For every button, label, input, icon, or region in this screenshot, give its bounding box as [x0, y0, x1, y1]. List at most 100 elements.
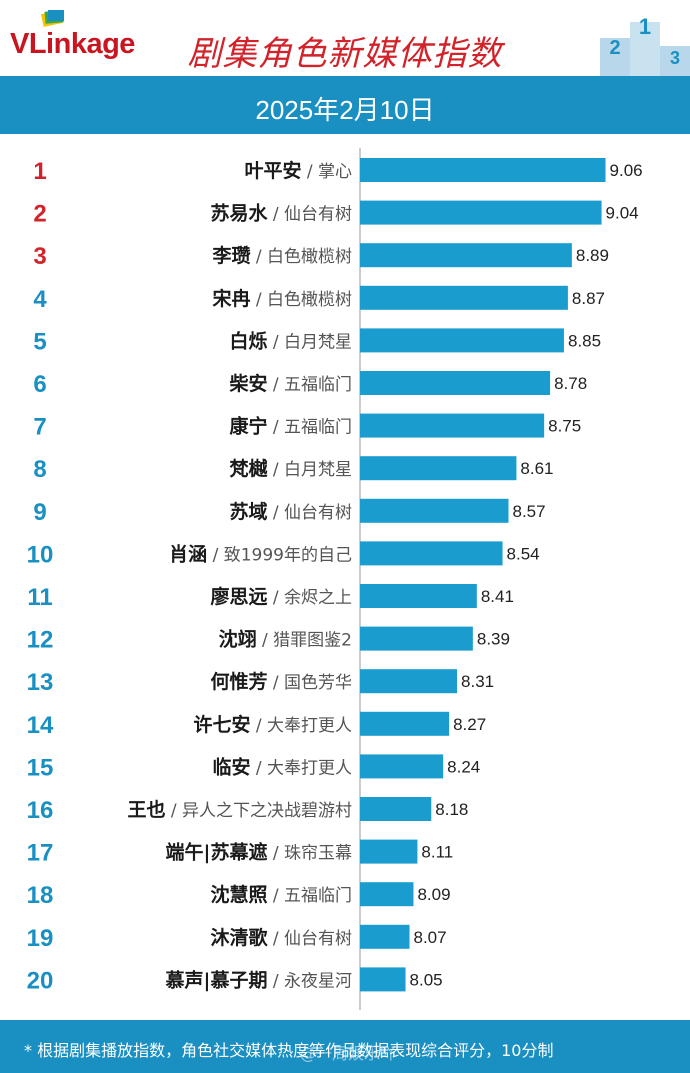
- svg-text:2: 2: [609, 37, 620, 59]
- row-label: 沈翊 / 猎罪图鉴2: [219, 628, 352, 651]
- character-name: 苏域: [229, 500, 267, 523]
- rank-number: 14: [27, 712, 54, 739]
- value-label: 9.06: [610, 161, 643, 180]
- score-bar: [360, 541, 503, 566]
- score-bar: [360, 413, 545, 438]
- rank-number: 3: [33, 243, 46, 270]
- score-bar: [360, 711, 450, 736]
- rank-number: 19: [27, 925, 54, 952]
- drama-name: / 猎罪图鉴2: [257, 631, 352, 651]
- score-bar: [360, 456, 517, 481]
- score-bar: [360, 669, 458, 694]
- rank-number: 9: [33, 499, 46, 526]
- score-bar: [360, 924, 410, 949]
- character-name: 康宁: [229, 415, 267, 438]
- row-label: 许七安 / 大奉打更人: [193, 713, 352, 736]
- character-name: 沐清歌: [210, 926, 268, 949]
- value-label: 9.04: [606, 204, 639, 223]
- drama-name: / 大奉打更人: [250, 758, 352, 778]
- drama-name: / 五福临门: [267, 886, 352, 906]
- rank-number: 13: [27, 669, 54, 696]
- score-bar: [360, 626, 473, 651]
- character-name: 端午|苏幕遮: [166, 841, 268, 864]
- ranking-chart: 1 叶平安 / 掌心 9.06 2 苏易水 / 仙台有树 9.04 3 李瓒 / 白色橄榄树 8…: [27, 148, 643, 1010]
- value-label: 8.78: [554, 374, 587, 393]
- rank-number: 16: [27, 797, 54, 824]
- score-bar: [360, 882, 414, 907]
- drama-name: / 珠帘玉幕: [267, 844, 352, 864]
- row-label: 苏易水 / 仙台有树: [210, 202, 352, 225]
- drama-name: / 五福临门: [267, 418, 352, 438]
- value-label: 8.05: [410, 970, 443, 989]
- character-name: 临安: [212, 755, 250, 778]
- svg-text:3: 3: [670, 48, 680, 68]
- character-name: 宋冉: [211, 287, 250, 310]
- rank-number: 12: [27, 627, 54, 654]
- value-label: 8.09: [417, 885, 450, 904]
- row-label: 苏域 / 仙台有树: [229, 500, 352, 523]
- character-name: 柴安: [228, 372, 267, 395]
- score-bar: [360, 584, 477, 608]
- character-name: 许七安: [193, 713, 250, 736]
- drama-name: / 白月梵星: [267, 332, 352, 352]
- score-bar: [360, 797, 432, 821]
- logo-text: VLinkage: [10, 28, 135, 60]
- value-label: 8.31: [461, 672, 494, 691]
- value-label: 8.27: [453, 715, 486, 734]
- rank-number: 20: [27, 967, 54, 994]
- drama-name: / 白色橄榄树: [250, 247, 352, 267]
- score-bar: [360, 200, 602, 225]
- character-name: 沈慧照: [210, 883, 267, 906]
- value-label: 8.39: [477, 630, 510, 649]
- character-name: 何惟芳: [210, 670, 267, 693]
- date-label: 2025年2月10日: [255, 95, 435, 125]
- drama-name: / 大奉打更人: [250, 716, 352, 736]
- logo-mark-icon: [40, 10, 64, 27]
- page-title: 剧集角色新媒体指数: [187, 34, 503, 74]
- row-label: 廖思远 / 余烬之上: [210, 585, 352, 608]
- drama-name: / 白月梵星: [267, 460, 352, 480]
- character-name: 慕声|慕子期: [166, 968, 268, 991]
- score-bar: [360, 498, 509, 523]
- character-name: 叶平安: [244, 159, 301, 182]
- row-label: 白烁 / 白月梵星: [229, 329, 352, 352]
- score-bar: [360, 285, 568, 310]
- score-bar: [360, 967, 406, 992]
- rank-number: 11: [27, 584, 52, 611]
- drama-name: / 掌心: [301, 162, 352, 182]
- rank-number: 15: [27, 754, 54, 781]
- rank-number: 8: [33, 456, 46, 483]
- score-bar: [360, 328, 564, 353]
- character-name: 李瓒: [211, 245, 250, 267]
- brand-logo: VLinkage: [10, 28, 135, 61]
- drama-name: / 仙台有树: [267, 503, 352, 523]
- row-label: 临安 / 大奉打更人: [212, 755, 352, 778]
- character-name: 苏易水: [210, 202, 268, 225]
- value-label: 8.24: [447, 757, 480, 776]
- drama-name: / 余烬之上: [267, 588, 352, 608]
- score-bar: [360, 754, 444, 779]
- value-label: 8.85: [568, 331, 601, 350]
- watermark: @一周娱乐吖: [300, 1044, 397, 1063]
- value-label: 8.75: [548, 417, 581, 436]
- podium-icon: 2 1 3: [600, 14, 690, 78]
- row-label: 梵樾 / 白月梵星: [229, 458, 352, 480]
- rank-number: 2: [33, 201, 46, 228]
- character-name: 白烁: [229, 329, 267, 352]
- value-label: 8.41: [481, 587, 514, 606]
- drama-name: / 致1999年的自己: [207, 545, 352, 565]
- drama-name: / 永夜星河: [267, 971, 352, 991]
- header: VLinkage 剧集角色新媒体指数 2 1 3: [0, 0, 690, 78]
- value-label: 8.54: [507, 544, 540, 563]
- row-label: 沐清歌 / 仙台有树: [210, 926, 352, 949]
- rank-number: 1: [33, 158, 46, 185]
- score-bar: [360, 158, 606, 182]
- character-name: 梵樾: [229, 458, 268, 480]
- drama-name: / 仙台有树: [267, 929, 352, 949]
- value-label: 8.07: [414, 928, 447, 947]
- score-bar: [360, 371, 551, 395]
- value-label: 8.89: [576, 246, 609, 265]
- value-label: 8.18: [435, 800, 468, 819]
- character-name: 廖思远: [210, 585, 267, 608]
- rank-number: 7: [33, 414, 46, 441]
